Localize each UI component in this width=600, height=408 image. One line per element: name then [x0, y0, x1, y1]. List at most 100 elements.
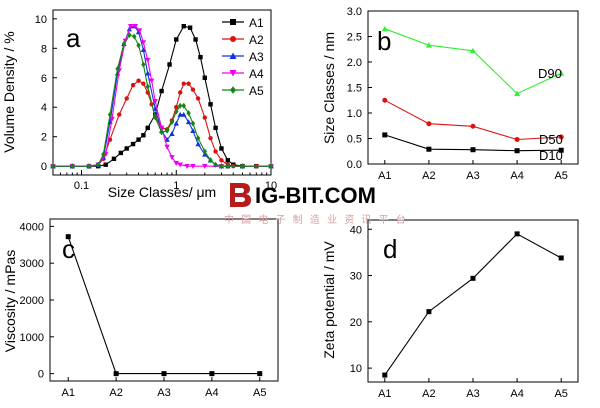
data-point-A5 — [70, 163, 75, 170]
watermark: IG-BIT.COM 中 国 电 子 制 造 业 资 讯 平 台 — [224, 180, 406, 226]
data-point-A1 — [141, 133, 146, 138]
data-point-A1 — [187, 25, 193, 30]
series-line-D90 — [384, 28, 562, 95]
data-point-A1 — [118, 150, 124, 156]
data-point-A5 — [219, 163, 224, 170]
y-tick-label: 1000 — [20, 332, 44, 344]
series-line-A1 — [53, 25, 271, 167]
panel-c: 0 1000 2000 3000 4000 A1 A2 A3 A4 A5 c Viscosity … — [2, 218, 279, 399]
data-point-series-1 — [257, 371, 263, 377]
y-tick-label: 1.5 — [347, 83, 362, 95]
data-point-A3 — [140, 47, 147, 52]
data-point-A1 — [181, 24, 186, 29]
series-line-series-1 — [67, 236, 260, 375]
data-point-A3 — [181, 111, 187, 117]
watermark-logo: IG-BIT.COM — [230, 183, 376, 208]
data-point-A5 — [159, 129, 164, 136]
data-point-D50 — [514, 137, 520, 143]
y-tick-label: 0.5 — [347, 134, 362, 146]
x-tick-label: A3 — [466, 388, 479, 400]
data-point-D50 — [426, 121, 432, 127]
data-point-A3 — [177, 111, 183, 117]
series-line-A5 — [53, 34, 271, 167]
legend-label-A5: A5 — [249, 84, 264, 98]
panel-a-series — [50, 23, 274, 170]
data-point-series-1 — [113, 371, 119, 377]
data-point-series-1 — [426, 309, 432, 315]
data-point-series-1 — [514, 231, 520, 237]
legend-marker-A5 — [230, 86, 236, 94]
data-point-D50 — [382, 97, 388, 103]
x-tick-label: 0.1 — [74, 180, 89, 192]
x-tick-label: A5 — [253, 387, 266, 399]
data-point-A5 — [213, 161, 218, 168]
panel-d-axes: 10 20 30 40 A1 A2 A3 A4 A5 — [350, 224, 568, 400]
panel-b-ylabel: Size Classes / nm — [321, 32, 337, 144]
panel-b: 0.0 0.5 1.0 1.5 2.0 2.5 3.0 A1 A2 A3 A4 A5 D90 D50D1… — [321, 6, 579, 182]
data-point-A2 — [213, 149, 218, 154]
panel-c-series — [65, 234, 263, 377]
y-tick-label: 3000 — [20, 258, 44, 270]
data-point-D90 — [470, 47, 476, 54]
x-tick-label: A1 — [62, 387, 75, 399]
data-point-A1 — [193, 37, 198, 42]
x-tick-label: A4 — [510, 388, 523, 400]
data-point-A4 — [158, 125, 165, 131]
data-point-A4 — [136, 28, 143, 34]
y-tick-label: 4000 — [20, 221, 44, 233]
y-tick-label: 2000 — [20, 295, 44, 307]
data-point-A4 — [202, 163, 208, 169]
data-point-A2 — [202, 115, 207, 120]
series-line-A2 — [53, 80, 271, 167]
data-point-A5 — [107, 111, 113, 118]
data-point-A1 — [159, 88, 164, 94]
legend-label-A4: A4 — [249, 67, 264, 81]
panel-b-axes: 0.0 0.5 1.0 1.5 2.0 2.5 3.0 A1 A2 A3 A4 A5 — [347, 6, 568, 182]
data-point-A4 — [169, 155, 175, 161]
data-point-A4 — [190, 163, 196, 169]
series-line-A3 — [53, 25, 271, 167]
data-point-D90 — [381, 25, 388, 32]
data-point-A2 — [130, 82, 136, 88]
data-point-A2 — [181, 81, 186, 86]
data-point-A5 — [208, 157, 213, 164]
data-point-A5 — [96, 161, 101, 168]
data-point-A4 — [127, 24, 134, 29]
data-point-A5 — [169, 118, 175, 125]
panel-c-ylabel: Viscosity / mPas — [2, 250, 18, 352]
x-tick-label: A3 — [157, 387, 170, 399]
data-point-A2 — [136, 78, 141, 83]
y-tick-label: 2.0 — [347, 57, 362, 69]
x-tick-label: A1 — [378, 388, 391, 400]
data-point-A5 — [136, 42, 141, 49]
panel-a-ylabel: Volume Density / % — [1, 31, 17, 152]
panel-c-letter: c — [62, 234, 75, 264]
data-point-A1 — [208, 102, 213, 107]
data-point-A1 — [103, 162, 108, 167]
data-point-A2 — [141, 81, 146, 86]
data-point-A1 — [145, 125, 150, 131]
series-label-D50: D50 — [539, 132, 563, 147]
y-tick-label: 30 — [350, 271, 362, 283]
data-point-A4 — [145, 57, 151, 63]
y-tick-label: 20 — [350, 317, 362, 329]
x-tick-label: A5 — [554, 170, 567, 182]
panel-c-frame — [49, 218, 279, 382]
legend-marker-A4 — [229, 70, 237, 77]
data-point-A1 — [225, 158, 231, 163]
data-point-D50 — [558, 134, 564, 140]
x-tick-label: A1 — [378, 170, 391, 182]
data-point-A1 — [174, 37, 179, 42]
x-tick-label: A2 — [422, 388, 435, 400]
data-point-A2 — [174, 105, 179, 110]
legend-label-A2: A2 — [249, 33, 264, 47]
series-label-D10: D10 — [539, 148, 563, 163]
data-point-series-1 — [558, 255, 564, 261]
x-tick-label: A3 — [466, 170, 479, 182]
x-tick-label: 1 — [173, 180, 179, 192]
watermark-subtitle: 中 国 电 子 制 造 业 资 讯 平 台 — [224, 215, 408, 226]
data-point-A2 — [177, 90, 183, 95]
data-point-D90 — [425, 42, 432, 48]
